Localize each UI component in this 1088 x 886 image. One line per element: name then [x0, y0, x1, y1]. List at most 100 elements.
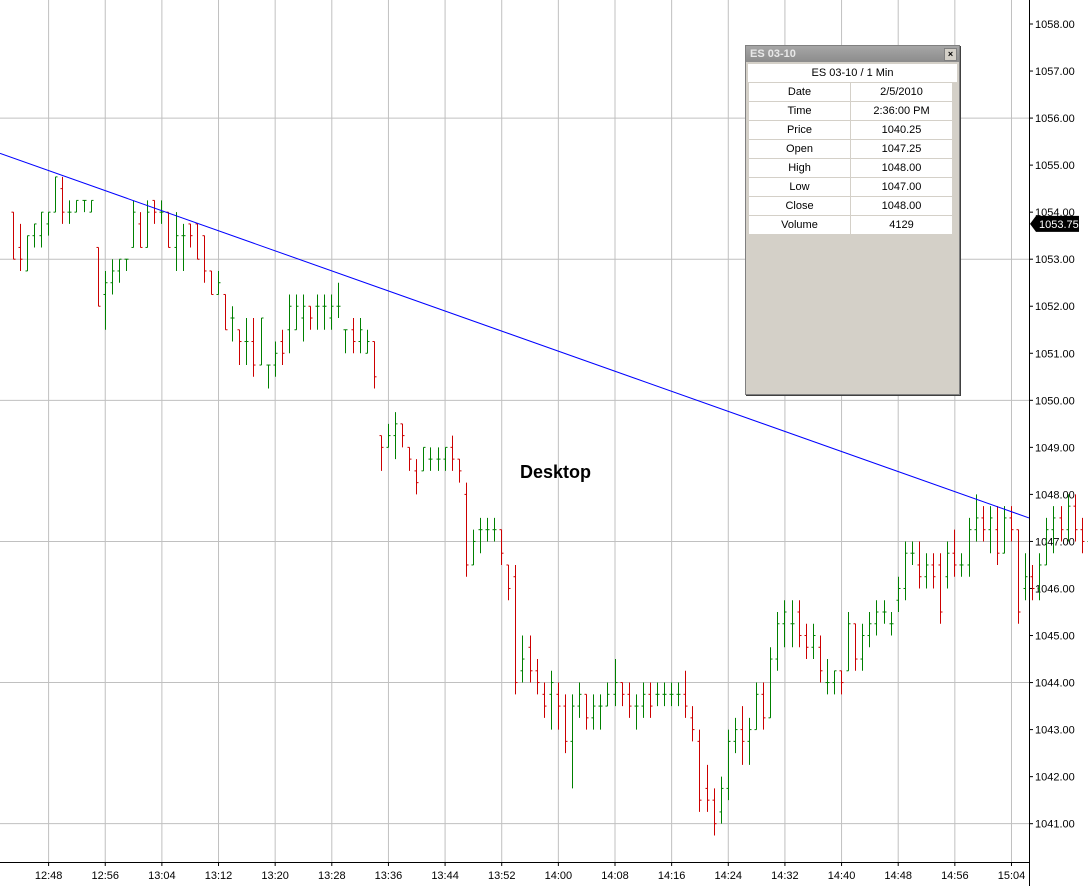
ohlc-bar[interactable]: [301, 294, 306, 342]
ohlc-bar[interactable]: [832, 670, 837, 695]
ohlc-bar[interactable]: [202, 235, 207, 283]
ohlc-bar[interactable]: [421, 446, 426, 472]
data-box-titlebar[interactable]: ES 03-10 ×: [746, 46, 959, 62]
ohlc-bar[interactable]: [634, 694, 639, 730]
ohlc-bar[interactable]: [393, 412, 398, 460]
ohlc-bar[interactable]: [690, 706, 695, 742]
ohlc-bar[interactable]: [110, 259, 115, 295]
ohlc-bar[interactable]: [32, 223, 37, 248]
ohlc-bar[interactable]: [407, 446, 412, 471]
ohlc-bar[interactable]: [549, 670, 554, 730]
ohlc-bar[interactable]: [485, 517, 490, 542]
ohlc-bar[interactable]: [471, 529, 476, 566]
ohlc-bar[interactable]: [924, 553, 929, 589]
ohlc-bar[interactable]: [804, 623, 809, 660]
ohlc-bar[interactable]: [584, 693, 589, 730]
ohlc-bar[interactable]: [25, 235, 30, 272]
ohlc-bar[interactable]: [18, 223, 23, 271]
ohlc-bar[interactable]: [195, 223, 200, 260]
ohlc-bar[interactable]: [712, 788, 717, 836]
ohlc-bar[interactable]: [903, 541, 908, 601]
ohlc-bar[interactable]: [825, 659, 830, 695]
ohlc-bar[interactable]: [60, 176, 65, 224]
ohlc-bar[interactable]: [67, 200, 72, 224]
ohlc-bar[interactable]: [336, 282, 341, 318]
ohlc-bar[interactable]: [82, 199, 87, 213]
ohlc-bar[interactable]: [1002, 506, 1007, 554]
ohlc-bar[interactable]: [251, 318, 256, 377]
ohlc-bar[interactable]: [266, 364, 271, 389]
ohlc-bar[interactable]: [117, 258, 122, 283]
ohlc-bar[interactable]: [145, 200, 150, 248]
ohlc-bar[interactable]: [988, 506, 993, 554]
ohlc-bar[interactable]: [74, 199, 79, 213]
ohlc-bar[interactable]: [570, 694, 575, 789]
ohlc-bar[interactable]: [945, 541, 950, 589]
ohlc-bar[interactable]: [1016, 529, 1021, 624]
ohlc-bar[interactable]: [1051, 506, 1056, 554]
ohlc-bar[interactable]: [11, 211, 16, 260]
ohlc-bar[interactable]: [981, 506, 986, 542]
ohlc-bar[interactable]: [931, 553, 936, 589]
ohlc-bar[interactable]: [726, 729, 731, 801]
ohlc-bar[interactable]: [952, 529, 957, 577]
ohlc-bar[interactable]: [358, 318, 363, 354]
ohlc-bar[interactable]: [174, 212, 179, 271]
ohlc-bar[interactable]: [705, 764, 710, 812]
ohlc-bar[interactable]: [747, 717, 752, 765]
ohlc-bar[interactable]: [860, 623, 865, 671]
ohlc-bar[interactable]: [513, 564, 518, 695]
ohlc-bar[interactable]: [818, 635, 823, 683]
ohlc-bar[interactable]: [917, 541, 922, 589]
ohlc-bar[interactable]: [683, 670, 688, 718]
ohlc-bar[interactable]: [1044, 517, 1049, 566]
ohlc-bar[interactable]: [131, 200, 136, 248]
ohlc-bar[interactable]: [520, 635, 525, 683]
ohlc-bar[interactable]: [280, 329, 285, 366]
ohlc-bar[interactable]: [287, 294, 292, 354]
ohlc-bar[interactable]: [152, 199, 157, 224]
ohlc-bar[interactable]: [811, 623, 816, 660]
ohlc-bar[interactable]: [351, 318, 356, 354]
ohlc-bar[interactable]: [53, 176, 58, 213]
ohlc-bar[interactable]: [882, 600, 887, 624]
ohlc-bar[interactable]: [1030, 564, 1035, 601]
ohlc-bar[interactable]: [605, 682, 610, 707]
ohlc-bar[interactable]: [719, 776, 724, 824]
ohlc-bar[interactable]: [1037, 553, 1042, 601]
ohlc-bar[interactable]: [641, 682, 646, 718]
ohlc-bar[interactable]: [974, 494, 979, 542]
ohlc-bar[interactable]: [754, 682, 759, 731]
ohlc-bar[interactable]: [627, 682, 632, 718]
ohlc-bar[interactable]: [499, 529, 504, 565]
ohlc-bar[interactable]: [591, 694, 596, 730]
ohlc-bar[interactable]: [563, 694, 568, 754]
ohlc-bar[interactable]: [768, 647, 773, 719]
ohlc-bar[interactable]: [400, 423, 405, 448]
ohlc-bar[interactable]: [103, 270, 108, 330]
ohlc-bar[interactable]: [159, 200, 164, 224]
close-icon[interactable]: ×: [944, 48, 957, 61]
ohlc-bar[interactable]: [294, 294, 299, 331]
ohlc-bar[interactable]: [96, 246, 101, 307]
ohlc-bar[interactable]: [414, 459, 419, 495]
ohlc-bar[interactable]: [867, 612, 872, 648]
ohlc-bar[interactable]: [896, 576, 901, 612]
ohlc-bar[interactable]: [598, 694, 603, 730]
trendline[interactable]: [0, 152, 1030, 519]
ohlc-bar[interactable]: [322, 294, 327, 330]
ohlc-bar[interactable]: [365, 329, 370, 354]
ohlc-bar[interactable]: [464, 482, 469, 577]
ohlc-bar[interactable]: [216, 270, 221, 295]
ohlc-bar[interactable]: [1073, 494, 1078, 542]
ohlc-bar[interactable]: [89, 199, 94, 213]
ohlc-bar[interactable]: [259, 317, 264, 366]
ohlc-bar[interactable]: [959, 553, 964, 577]
ohlc-bar[interactable]: [528, 635, 533, 683]
ohlc-bar[interactable]: [775, 612, 780, 671]
ohlc-bar[interactable]: [662, 682, 667, 707]
ohlc-bar[interactable]: [669, 682, 674, 707]
ohlc-bar[interactable]: [782, 600, 787, 648]
ohlc-bar[interactable]: [237, 329, 242, 366]
ohlc-bar[interactable]: [889, 612, 894, 636]
